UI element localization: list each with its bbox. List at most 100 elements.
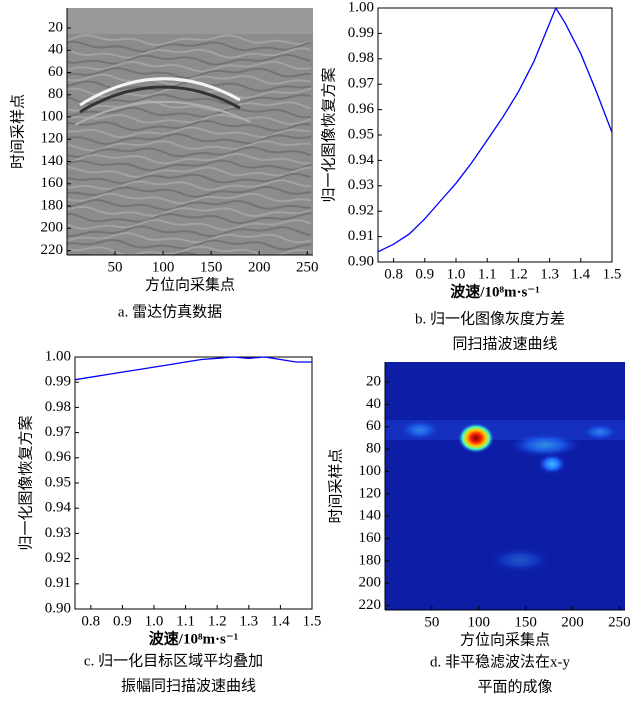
- texture-line: [67, 172, 312, 185]
- y-tick-label: 20: [366, 374, 381, 390]
- y-tick-label: 160: [359, 530, 382, 546]
- x-tick-label: 150: [514, 614, 537, 630]
- y-tick-label: 200: [359, 575, 382, 591]
- texture-line: [67, 47, 312, 59]
- hyperbola: [79, 85, 241, 114]
- y-tick-label: 0.90: [45, 600, 71, 616]
- x-tick-label: 0.9: [113, 613, 132, 629]
- x-tick-label: 150: [200, 259, 223, 275]
- x-tick-label: 1.5: [603, 266, 622, 282]
- x-tick-label: 1.0: [447, 266, 466, 282]
- y-tick-label: 160: [41, 175, 64, 191]
- y-tick-label: 0.96: [45, 449, 72, 465]
- x-tick-label: 200: [248, 259, 271, 275]
- texture-line: [67, 212, 312, 225]
- texture-line: [67, 179, 311, 191]
- y-tick-label: 40: [366, 396, 381, 412]
- x-tick-label: 50: [424, 614, 439, 630]
- x-tick-label: 1.5: [303, 613, 322, 629]
- y-tick-label: 0.91: [45, 575, 71, 591]
- texture-line: [67, 166, 312, 178]
- y-axis-label: 时间采样点: [327, 448, 344, 523]
- y-tick-label: 0.98: [348, 50, 374, 66]
- y-tick-label: 60: [48, 64, 63, 80]
- texture-line: [67, 34, 312, 46]
- texture-line: [67, 93, 312, 106]
- x-tick-label: 50: [108, 259, 123, 275]
- y-tick-label: 0.99: [348, 25, 374, 41]
- x-tick-label: 250: [296, 259, 319, 275]
- texture-line: [67, 119, 312, 132]
- y-tick-label: 0.94: [45, 500, 72, 516]
- texture-line: [67, 185, 312, 198]
- y-tick-label: 0.91: [348, 228, 374, 244]
- texture-line: [67, 67, 312, 79]
- y-tick-label: 0.92: [348, 203, 374, 219]
- y-tick-label: 120: [41, 131, 64, 147]
- line-series: [74, 356, 312, 381]
- x-tick-label: 1.1: [176, 613, 195, 629]
- x-tick-label: 200: [561, 614, 584, 630]
- y-tick-label: 0.95: [348, 126, 374, 142]
- texture-line: [67, 192, 312, 205]
- y-tick-label: 140: [41, 153, 64, 169]
- y-tick-label: 0.94: [348, 152, 375, 168]
- x-axis-label: 方位向采集点: [460, 631, 550, 648]
- y-axis-label: 时间采样点: [9, 94, 26, 169]
- texture-line: [67, 238, 312, 251]
- texture-line: [67, 146, 312, 158]
- x-tick-label: 0.8: [384, 266, 403, 282]
- x-tick-label: 1.0: [145, 613, 164, 629]
- texture-line: [67, 159, 312, 172]
- caption: 振幅同扫描波速曲线: [121, 677, 256, 694]
- caption: 平面的成像: [477, 678, 552, 695]
- texture-line: [67, 99, 312, 112]
- x-axis-label: 波速/10⁸m·s⁻¹: [450, 282, 539, 300]
- texture-line: [67, 205, 312, 218]
- caption: c. 归一化目标区域平均叠加: [84, 652, 263, 669]
- y-tick-label: 40: [48, 42, 63, 58]
- y-tick-label: 0.95: [45, 474, 71, 490]
- line-series: [377, 6, 613, 253]
- imaging-heatmap: [385, 362, 625, 610]
- x-tick-label: 1.2: [208, 613, 227, 629]
- y-tick-label: 0.99: [45, 374, 71, 390]
- x-tick-label: 1.1: [478, 266, 497, 282]
- y-tick-label: 0.97: [348, 76, 375, 92]
- x-tick-label: 100: [468, 614, 491, 630]
- caption: 同扫描波速曲线: [452, 335, 557, 352]
- texture-line: [67, 225, 312, 238]
- texture-line: [67, 133, 312, 146]
- y-tick-label: 100: [359, 463, 382, 479]
- texture-line: [67, 245, 312, 255]
- y-tick-label: 80: [366, 441, 381, 457]
- x-tick-label: 1.2: [509, 266, 528, 282]
- texture-line: [67, 198, 312, 211]
- x-tick-label: 250: [608, 614, 631, 630]
- y-tick-label: 0.98: [45, 399, 71, 415]
- y-tick-label: 20: [48, 19, 63, 35]
- texture-line: [67, 40, 312, 53]
- hyperbola: [79, 77, 241, 107]
- x-tick-label: 100: [152, 259, 175, 275]
- texture-line: [67, 113, 312, 126]
- y-tick-label: 100: [41, 108, 64, 124]
- x-axis-label: 波速/10⁸m·s⁻¹: [149, 629, 238, 647]
- y-tick-label: 180: [41, 197, 64, 213]
- texture-line: [67, 53, 312, 66]
- y-tick-label: 0.92: [45, 550, 71, 566]
- x-tick-label: 0.9: [415, 266, 434, 282]
- plot-frame: [74, 356, 313, 610]
- y-tick-label: 180: [359, 552, 382, 568]
- y-tick-label: 220: [359, 597, 382, 613]
- y-tick-label: 1.00: [45, 348, 71, 364]
- y-tick-label: 80: [48, 86, 63, 102]
- x-tick-label: 1.4: [271, 613, 290, 629]
- y-tick-label: 140: [359, 508, 382, 524]
- x-tick-label: 1.3: [239, 613, 258, 629]
- caption: a. 雷达仿真数据: [118, 302, 222, 320]
- texture-line: [67, 232, 312, 244]
- texture-line: [67, 219, 312, 231]
- x-tick-label: 1.3: [540, 266, 559, 282]
